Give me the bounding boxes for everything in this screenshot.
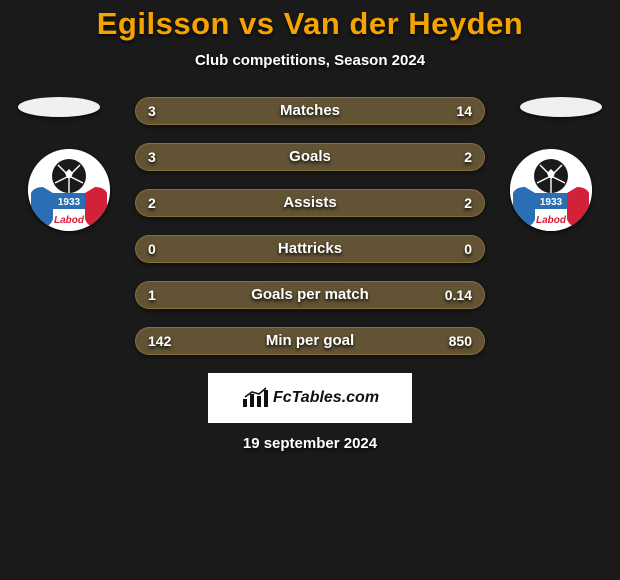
stat-label: Min per goal (136, 328, 484, 354)
attribution-text: FcTables.com (273, 389, 379, 407)
stat-right-value: 2 (452, 144, 484, 170)
club-badge-right: 1933 Labod (510, 149, 592, 231)
svg-text:1933: 1933 (540, 197, 563, 208)
svg-text:1933: 1933 (58, 197, 81, 208)
stat-row: 142 Min per goal 850 (135, 327, 485, 355)
stat-row: 3 Goals 2 (135, 143, 485, 171)
stat-right-value: 850 (437, 328, 484, 354)
stat-left-value: 0 (136, 236, 168, 262)
flag-left (18, 97, 100, 117)
stat-rows: 3 Matches 14 3 Goals 2 2 Assists 2 0 Hat… (135, 97, 485, 355)
attribution-box: FcTables.com (208, 373, 412, 423)
stat-left-value: 3 (136, 144, 168, 170)
stat-right-value: 2 (452, 190, 484, 216)
chart-icon (241, 387, 269, 409)
stat-label: Hattricks (136, 236, 484, 262)
club-badge-left: 1933 Labod (28, 149, 110, 231)
subtitle: Club competitions, Season 2024 (0, 52, 620, 69)
stat-right-value: 0.14 (433, 282, 484, 308)
stat-row: 0 Hattricks 0 (135, 235, 485, 263)
stat-row: 3 Matches 14 (135, 97, 485, 125)
stat-right-value: 0 (452, 236, 484, 262)
stat-left-value: 142 (136, 328, 183, 354)
stat-label: Goals (136, 144, 484, 170)
stat-left-value: 3 (136, 98, 168, 124)
stat-label: Assists (136, 190, 484, 216)
date-text: 19 september 2024 (0, 435, 620, 452)
stat-left-value: 2 (136, 190, 168, 216)
comparison-card: Egilsson vs Van der Heyden Club competit… (0, 0, 620, 452)
stat-left-value: 1 (136, 282, 168, 308)
flag-right (520, 97, 602, 117)
stat-row: 1 Goals per match 0.14 (135, 281, 485, 309)
stat-right-value: 14 (444, 98, 484, 124)
svg-text:Labod: Labod (536, 215, 567, 226)
svg-text:Labod: Labod (54, 215, 85, 226)
stats-area: 1933 Labod 1933 Labod (0, 97, 620, 355)
page-title: Egilsson vs Van der Heyden (0, 6, 620, 42)
stat-row: 2 Assists 2 (135, 189, 485, 217)
stat-label: Matches (136, 98, 484, 124)
